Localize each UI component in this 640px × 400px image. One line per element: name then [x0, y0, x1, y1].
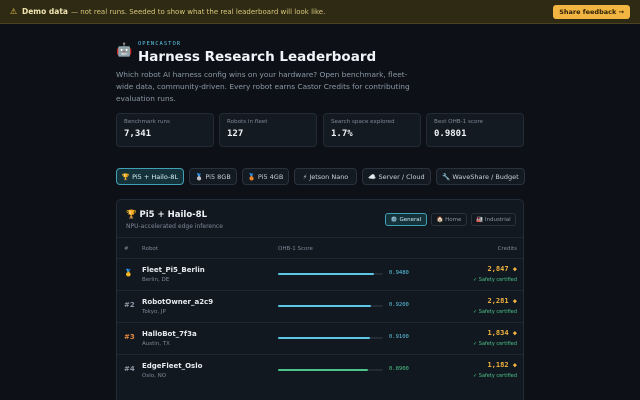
panel-subtitle: NPU-accelerated edge inference: [126, 223, 223, 230]
column-header-credits: Credits: [497, 246, 517, 252]
column-header-rank: #: [124, 246, 129, 252]
score-bar: [278, 369, 383, 371]
tab-pi5-4gb[interactable]: 🥉 Pi5 4GB: [242, 168, 289, 185]
column-header-score: OHB-1 Score: [278, 246, 313, 252]
rank-badge: #4: [124, 365, 135, 373]
score-bar-fill: [278, 273, 375, 275]
stat-value: 0.9801: [434, 129, 467, 139]
score-bar-fill: [278, 305, 372, 307]
score-value: 0.9480: [389, 270, 409, 276]
stat-label: Search space explored: [331, 119, 395, 125]
credits-value: 1,834 ◆: [487, 329, 517, 337]
robot-name[interactable]: EdgeFleet_Oslo: [142, 362, 203, 370]
tab-server-cloud[interactable]: ☁️ Server / Cloud: [362, 168, 431, 185]
safety-certified-badge: ✓ Safety certified: [473, 309, 517, 315]
stat-label: Best OHB-1 score: [434, 119, 483, 125]
safety-certified-badge: ✓ Safety certified: [473, 341, 517, 347]
robot-location: Tokyo, JP: [142, 309, 166, 315]
score-bar: [278, 305, 383, 307]
panel-title: 🏆 Pi5 + Hailo-8L: [126, 210, 208, 220]
tab-pi5-8gb[interactable]: 🥈 Pi5 8GB: [189, 168, 237, 185]
stat-value: 7,341: [124, 129, 152, 139]
credits-value: 1,182 ◆: [487, 361, 517, 369]
rank-badge: #3: [124, 333, 135, 341]
robot-location: Oslo, NO: [142, 373, 167, 379]
segment-general[interactable]: ⚙️ General: [385, 213, 427, 226]
rank-badge: #2: [124, 301, 135, 309]
stat-value: 1.7%: [331, 129, 353, 139]
table-row[interactable]: 🥇 Fleet_Pi5_Berlin Berlin, DE 0.9480 2,847 ◆…: [117, 258, 523, 290]
segment-industrial[interactable]: 🏭 Industrial: [471, 213, 516, 226]
segment-home[interactable]: 🏠 Home: [431, 213, 467, 226]
credits-value: 2,281 ◆: [487, 297, 517, 305]
demo-banner: ⚠ Demo data — not real runs. Seeded to s…: [0, 0, 640, 24]
rank-badge: 🥇: [124, 269, 133, 277]
stat-card-benchmark-runs: Benchmark runs 7,341: [116, 113, 214, 147]
tab-waveshare-budget[interactable]: 🔧 WaveShare / Budget: [436, 168, 525, 185]
table-row[interactable]: #2 RobotOwner_a2c9 Tokyo, JP 0.9200 2,281 ◆ ✓…: [117, 290, 523, 322]
stat-card-best-score: Best OHB-1 score 0.9801: [426, 113, 524, 147]
page-title: Harness Research Leaderboard: [138, 49, 377, 65]
page-subtitle: Which robot AI harness config wins on yo…: [116, 70, 410, 103]
warning-icon: ⚠: [10, 7, 18, 16]
brand-eyebrow: OPENCASTOR: [138, 41, 182, 47]
score-value: 0.8900: [389, 366, 409, 372]
score-bar: [278, 273, 383, 275]
score-value: 0.9200: [389, 302, 409, 308]
tab-pi5-hailo[interactable]: 🏆 Pi5 + Hailo-8L: [116, 168, 184, 185]
leaderboard-panel: 🏆 Pi5 + Hailo-8L NPU-accelerated edge in…: [116, 199, 524, 400]
share-feedback-button[interactable]: Share feedback →: [553, 5, 630, 19]
robot-location: Berlin, DE: [142, 277, 170, 283]
column-header-robot: Robot: [142, 246, 158, 252]
robot-name[interactable]: HalloBot_7f3a: [142, 330, 197, 338]
stat-label: Benchmark runs: [124, 119, 170, 125]
table-row[interactable]: #4 EdgeFleet_Oslo Oslo, NO 0.8900 1,182 ◆ ✓ S…: [117, 354, 523, 386]
banner-title: Demo data: [22, 7, 68, 16]
stat-value: 127: [227, 129, 244, 139]
robot-logo-icon: 🤖: [116, 43, 133, 58]
stat-label: Robots in fleet: [227, 119, 268, 125]
tab-jetson-nano[interactable]: ⚡ Jetson Nano: [294, 168, 357, 185]
score-bar-fill: [278, 369, 369, 371]
banner-message: — not real runs. Seeded to show what the…: [70, 7, 326, 16]
safety-certified-badge: ✓ Safety certified: [473, 373, 517, 379]
robot-name[interactable]: Fleet_Pi5_Berlin: [142, 266, 205, 274]
stat-card-robots-in-fleet: Robots in fleet 127: [219, 113, 317, 147]
score-value: 0.9100: [389, 334, 409, 340]
score-bar: [278, 337, 383, 339]
robot-name[interactable]: RobotOwner_a2c9: [142, 298, 214, 306]
score-bar-fill: [278, 337, 371, 339]
robot-location: Austin, TX: [142, 341, 170, 347]
safety-certified-badge: ✓ Safety certified: [473, 277, 517, 283]
stat-card-search-space: Search space explored 1.7%: [323, 113, 421, 147]
table-row[interactable]: #3 HalloBot_7f3a Austin, TX 0.9100 1,834 ◆ ✓ …: [117, 322, 523, 354]
credits-value: 2,847 ◆: [487, 265, 517, 273]
